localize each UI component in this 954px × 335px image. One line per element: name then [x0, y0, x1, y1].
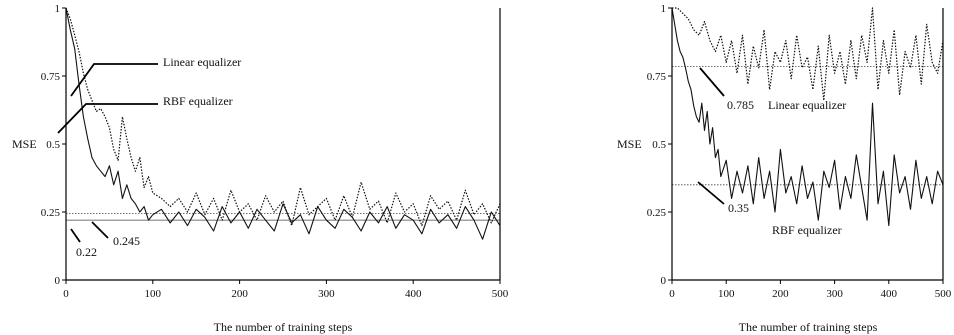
leader-022-left — [70, 228, 81, 243]
leader-linear-left — [70, 63, 158, 97]
annotation-linear-right: Linear equalizer — [768, 98, 846, 112]
x-tick-label-left-0: 0 — [63, 288, 69, 300]
plot-area-right: 0 0.25 0.5 0.75 1 0 100 200 300 400 500 — [647, 3, 952, 300]
x-tick-label-right-2: 200 — [772, 288, 789, 300]
y-tick-label-right-1: 0.25 — [647, 207, 667, 219]
y-tick-label-right-2: 0.5 — [652, 139, 666, 151]
y-tick-label-right-4: 1 — [661, 3, 667, 15]
xlabel-right: The number of training steps — [739, 320, 878, 334]
leader-035-right — [697, 181, 725, 205]
y-tick-label-right-0: 0 — [661, 275, 667, 287]
plot-area-left: 0 0.25 0.5 0.75 1 0 100 200 300 400 500 — [41, 3, 509, 300]
leader-rbf-left — [57, 103, 158, 134]
x-tick-label-right-3: 300 — [826, 288, 843, 300]
leader-lines-left — [57, 63, 158, 243]
leader-lines-right — [697, 67, 725, 205]
annotation-0785-right: 0.785 — [727, 98, 754, 112]
x-tick-label-left-3: 300 — [318, 288, 335, 300]
ylabel-right: MSE — [617, 137, 642, 151]
series-line-left-1 — [65, 7, 501, 240]
annotation-rbf-left: RBF equalizer — [163, 94, 233, 108]
y-tick-label-left-3: 0.75 — [41, 71, 61, 83]
series-line-right-1 — [671, 7, 944, 227]
y-tick-label-left-4: 1 — [55, 3, 61, 15]
y-tick-label-left-0: 0 — [55, 275, 61, 287]
x-tick-label-left-2: 200 — [231, 288, 248, 300]
leader-0785-right — [699, 67, 725, 97]
x-tick-label-right-0: 0 — [669, 288, 675, 300]
annotation-035-right: 0.35 — [728, 201, 749, 215]
chart-left: 0 0.25 0.5 0.75 1 0 100 200 300 400 500 MSE The nu… — [12, 3, 509, 334]
ylabel-left: MSE — [12, 137, 37, 151]
x-tick-label-left-1: 100 — [145, 288, 162, 300]
annotation-rbf-right: RBF equalizer — [772, 223, 842, 237]
annotation-linear-left: Linear equalizer — [163, 55, 241, 69]
y-tick-label-left-2: 0.5 — [46, 139, 60, 151]
series-line-right-0 — [672, 7, 944, 102]
y-tick-label-left-1: 0.25 — [41, 207, 61, 219]
x-tick-label-right-5: 500 — [935, 288, 952, 300]
chart-right: 0 0.25 0.5 0.75 1 0 100 200 300 400 500 MSE The nu… — [617, 3, 952, 334]
annotation-0245-left: 0.245 — [113, 234, 140, 248]
y-tick-label-right-3: 0.75 — [647, 71, 667, 83]
x-tick-label-left-4: 400 — [405, 288, 422, 300]
x-tick-label-right-1: 100 — [718, 288, 735, 300]
x-tick-label-left-5: 500 — [492, 288, 509, 300]
annotation-022-left: 0.22 — [76, 245, 97, 259]
series-line-left-0 — [65, 7, 501, 227]
leader-0245-left — [91, 221, 109, 239]
x-tick-label-right-4: 400 — [881, 288, 898, 300]
xlabel-left: The number of training steps — [214, 320, 353, 334]
